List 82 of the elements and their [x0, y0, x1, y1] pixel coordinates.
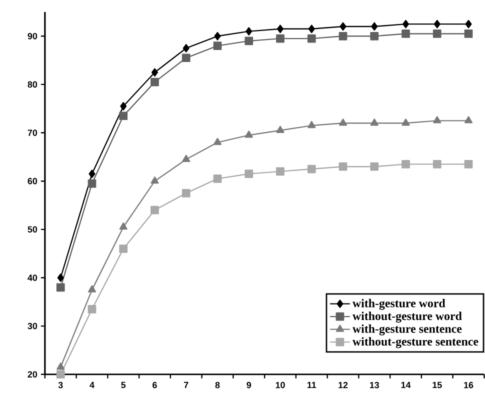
point [308, 120, 316, 128]
point [213, 174, 222, 183]
x-tick-label: 10 [276, 382, 285, 388]
point [56, 283, 65, 292]
legend-label: with-gesture sentence [352, 324, 462, 336]
point [246, 26, 252, 36]
x-tick-label: 12 [338, 382, 348, 388]
point [88, 304, 96, 314]
x-tick-label: 9 [246, 382, 252, 388]
point [371, 22, 378, 30]
y-tick-label: 60 [28, 178, 38, 184]
point [244, 130, 253, 138]
x-tick-label: 7 [184, 382, 188, 388]
x-tick-label: 3 [58, 382, 63, 388]
point [57, 273, 64, 282]
legend-label: without-gesture word [352, 312, 462, 322]
x-tick-label: 15 [432, 382, 442, 388]
point [150, 78, 159, 86]
point [402, 20, 410, 28]
point [276, 34, 284, 43]
point [119, 244, 128, 253]
point [151, 68, 158, 76]
point [338, 32, 348, 40]
point [244, 36, 254, 45]
x-tick-label: 11 [307, 382, 316, 388]
point [150, 206, 159, 214]
legend-label: without-gesture sentence [352, 337, 478, 348]
x-tick-label: 5 [121, 382, 126, 388]
y-tick-label: 30 [28, 322, 38, 330]
point [182, 154, 190, 162]
x-tick-label: 4 [90, 382, 94, 388]
x-tick-label: 16 [464, 382, 474, 388]
point [370, 162, 379, 171]
y-tick-label: 70 [28, 129, 38, 136]
point [120, 102, 127, 110]
point [432, 29, 442, 38]
point [432, 160, 442, 168]
point [464, 29, 473, 38]
x-tick-label: 13 [370, 382, 380, 388]
x-tick-label: 8 [215, 382, 220, 388]
point [402, 29, 410, 38]
point [340, 22, 346, 30]
point [402, 118, 410, 126]
point [88, 170, 96, 178]
point [370, 32, 379, 40]
y-tick-label: 90 [28, 32, 38, 40]
point [56, 370, 65, 378]
point [433, 116, 442, 124]
point [182, 44, 190, 52]
point [88, 179, 96, 188]
point [119, 112, 128, 120]
point [88, 285, 96, 292]
y-tick-label: 80 [28, 81, 38, 88]
y-tick-label: 40 [28, 274, 38, 281]
point [56, 362, 65, 370]
point [276, 24, 284, 33]
x-tick-label: 6 [152, 382, 157, 388]
point [213, 138, 222, 145]
point [465, 20, 472, 28]
x-tick-label: 14 [401, 382, 411, 388]
point [338, 162, 348, 171]
point [464, 160, 473, 168]
point [370, 118, 378, 126]
point [150, 176, 159, 184]
y-tick-label: 50 [28, 226, 38, 232]
point [338, 118, 348, 126]
point [244, 170, 254, 178]
point [213, 41, 222, 50]
y-tick-label: 20 [28, 371, 38, 378]
legend-label: with-gesture word [352, 298, 446, 310]
point [182, 188, 190, 198]
point [464, 116, 473, 124]
point [276, 167, 284, 176]
point [182, 54, 190, 62]
point [434, 20, 440, 28]
point [119, 222, 128, 230]
point [308, 24, 315, 33]
point [402, 160, 410, 168]
point [214, 32, 221, 40]
point [307, 164, 316, 174]
point [307, 34, 316, 43]
point [276, 126, 284, 133]
